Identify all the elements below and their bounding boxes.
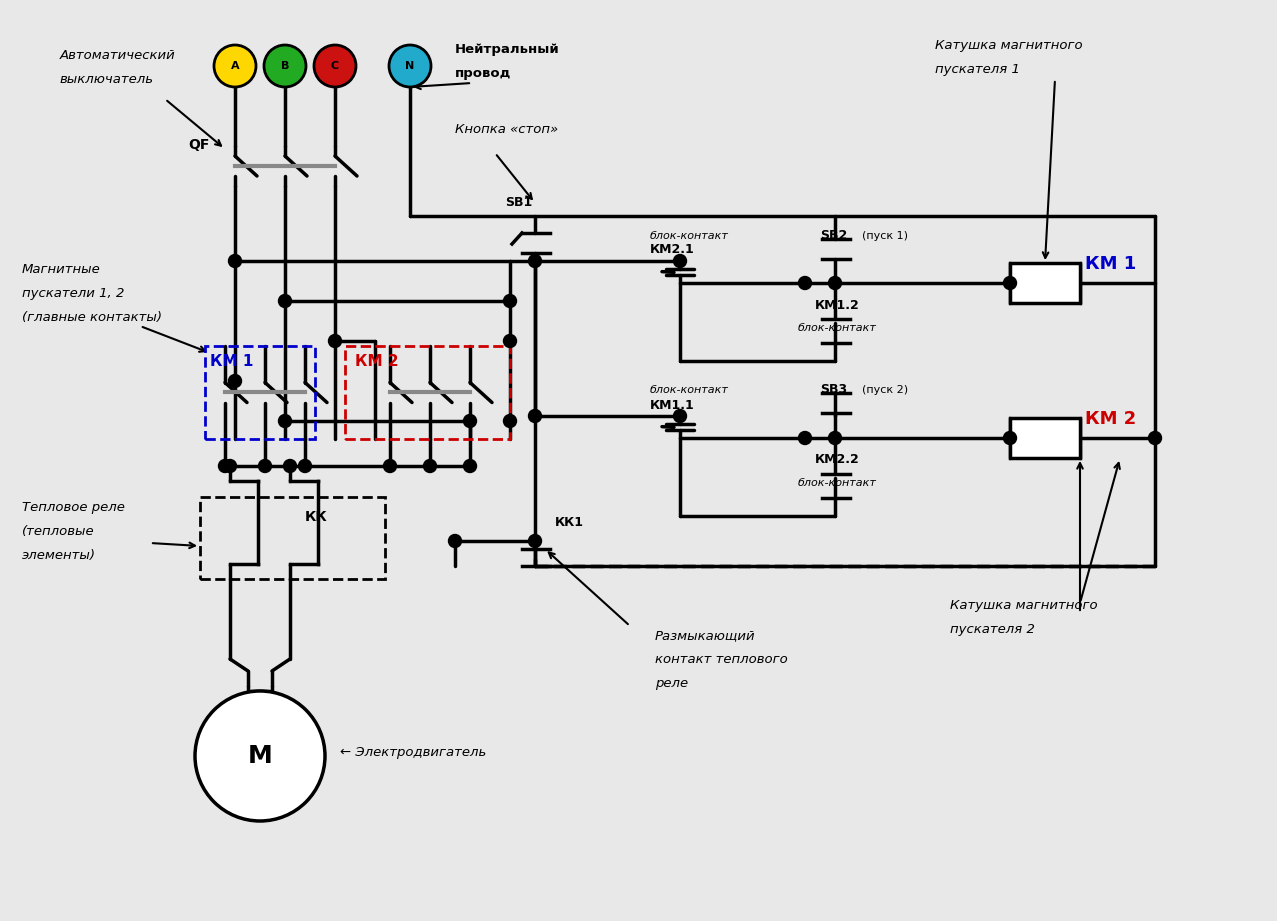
Circle shape <box>389 45 432 87</box>
Text: Нейтральный: Нейтральный <box>455 43 559 56</box>
Text: SB1: SB1 <box>504 196 533 209</box>
Circle shape <box>1004 276 1016 289</box>
Text: Магнитные: Магнитные <box>22 263 101 276</box>
Circle shape <box>503 334 516 347</box>
Text: КМ 2: КМ 2 <box>1085 410 1137 428</box>
Text: Катушка магнитного: Катушка магнитного <box>935 39 1083 52</box>
Circle shape <box>218 460 231 472</box>
Circle shape <box>529 534 541 547</box>
Text: КМ 1: КМ 1 <box>209 354 253 369</box>
Text: КМ 1: КМ 1 <box>1085 255 1137 273</box>
Circle shape <box>829 276 842 289</box>
Text: М: М <box>248 744 272 768</box>
Text: Кнопка «стоп»: Кнопка «стоп» <box>455 123 558 136</box>
Text: SB2: SB2 <box>820 229 847 242</box>
Text: C: C <box>331 61 340 71</box>
Text: пускателя 1: пускателя 1 <box>935 63 1020 76</box>
Circle shape <box>383 460 396 472</box>
Text: КК1: КК1 <box>555 516 584 529</box>
Text: (пуск 2): (пуск 2) <box>862 385 908 395</box>
Circle shape <box>278 414 291 427</box>
Circle shape <box>673 410 687 423</box>
Text: QF: QF <box>189 138 209 152</box>
Text: SB3: SB3 <box>820 383 847 396</box>
Text: реле: реле <box>655 677 688 690</box>
Text: блок-контакт: блок-контакт <box>798 323 877 333</box>
Text: Катушка магнитного: Катушка магнитного <box>950 599 1098 612</box>
Circle shape <box>215 45 255 87</box>
Circle shape <box>229 375 241 388</box>
Text: ← Электродвигатель: ← Электродвигатель <box>340 746 487 759</box>
Text: (главные контакты): (главные контакты) <box>22 311 162 324</box>
Text: N: N <box>405 61 415 71</box>
Circle shape <box>328 334 341 347</box>
Text: B: B <box>281 61 289 71</box>
Circle shape <box>673 254 687 267</box>
Text: блок-контакт: блок-контакт <box>798 478 877 488</box>
Text: элементы): элементы) <box>22 549 96 562</box>
Circle shape <box>264 45 306 87</box>
Circle shape <box>258 460 272 472</box>
Circle shape <box>299 460 312 472</box>
Text: КМ1.1: КМ1.1 <box>650 399 695 412</box>
Circle shape <box>503 295 516 308</box>
Circle shape <box>464 414 476 427</box>
Text: Размыкающий: Размыкающий <box>655 629 756 642</box>
Text: КК: КК <box>305 510 328 524</box>
Text: (пуск 1): (пуск 1) <box>862 231 908 241</box>
Circle shape <box>529 254 541 267</box>
Text: КМ2.2: КМ2.2 <box>815 453 859 466</box>
Circle shape <box>314 45 356 87</box>
Circle shape <box>798 276 811 289</box>
Text: Автоматический: Автоматический <box>60 49 176 62</box>
Circle shape <box>798 432 811 445</box>
Circle shape <box>229 254 241 267</box>
Circle shape <box>464 460 476 472</box>
Circle shape <box>1148 432 1162 445</box>
Circle shape <box>283 460 296 472</box>
Text: блок-контакт: блок-контакт <box>650 385 729 395</box>
Text: Тепловое реле: Тепловое реле <box>22 501 125 514</box>
Circle shape <box>1004 432 1016 445</box>
Circle shape <box>829 432 842 445</box>
Circle shape <box>448 534 461 547</box>
Text: контакт теплового: контакт теплового <box>655 653 788 666</box>
Text: A: A <box>231 61 239 71</box>
Text: (тепловые: (тепловые <box>22 525 94 538</box>
Circle shape <box>278 295 291 308</box>
Text: пускатели 1, 2: пускатели 1, 2 <box>22 287 124 300</box>
Circle shape <box>529 410 541 423</box>
Text: КМ1.2: КМ1.2 <box>815 299 859 312</box>
Circle shape <box>503 414 516 427</box>
Text: выключатель: выключатель <box>60 73 155 86</box>
Text: пускателя 2: пускателя 2 <box>950 623 1034 636</box>
FancyBboxPatch shape <box>1010 263 1080 303</box>
Circle shape <box>195 691 326 821</box>
Text: провод: провод <box>455 67 511 80</box>
Circle shape <box>223 460 236 472</box>
Text: КМ2.1: КМ2.1 <box>650 243 695 256</box>
Text: блок-контакт: блок-контакт <box>650 231 729 241</box>
Circle shape <box>424 460 437 472</box>
FancyBboxPatch shape <box>1010 418 1080 458</box>
Text: КМ 2: КМ 2 <box>355 354 398 369</box>
